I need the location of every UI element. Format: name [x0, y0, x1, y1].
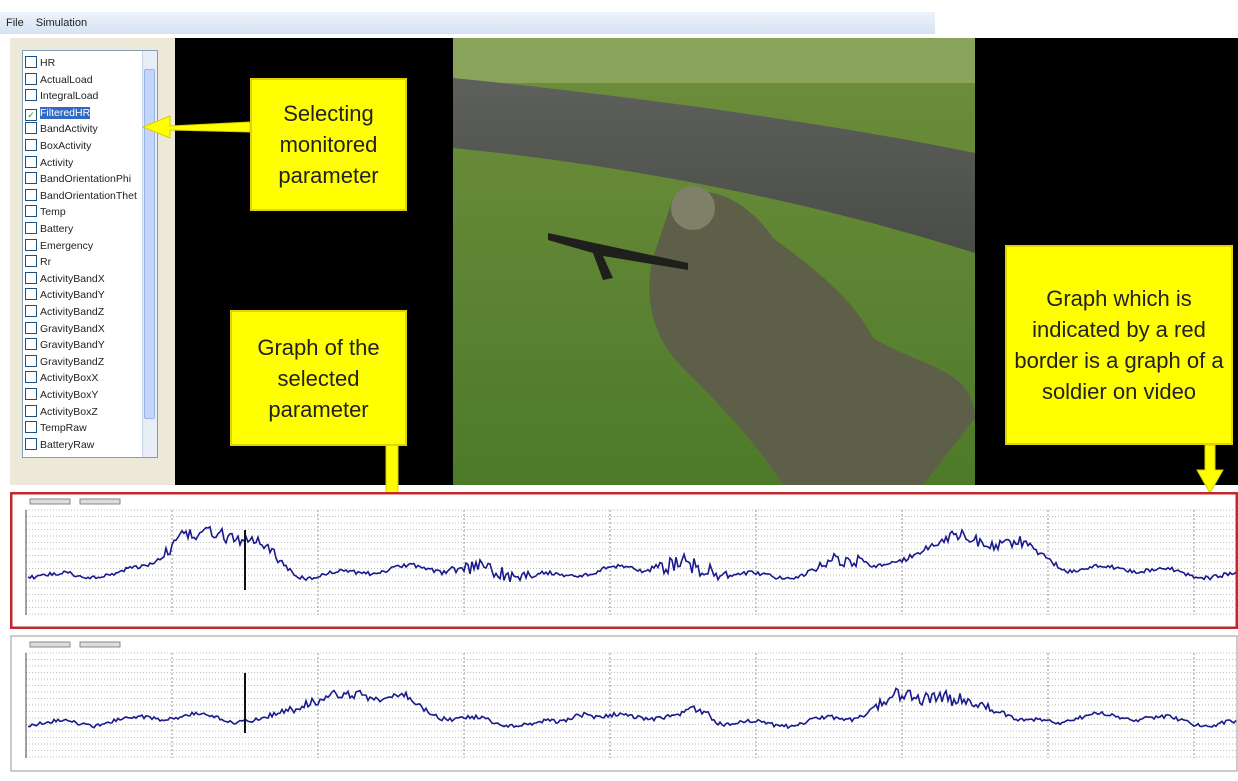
arrow — [143, 116, 250, 138]
legend-tab — [80, 499, 120, 504]
arrow — [1197, 445, 1223, 493]
callout: Selecting monitored parameter — [250, 78, 407, 211]
legend-tab — [30, 499, 70, 504]
legend-tab — [30, 642, 70, 647]
graph-panel — [10, 492, 1238, 629]
legend-tab — [80, 642, 120, 647]
callout: Graph of the selected parameter — [230, 310, 407, 446]
app-window: FileSimulation HRActualLoadIntegralLoad✓… — [0, 0, 1238, 781]
callout: Graph which is indicated by a red border… — [1005, 245, 1233, 445]
graph-panel — [10, 635, 1238, 772]
